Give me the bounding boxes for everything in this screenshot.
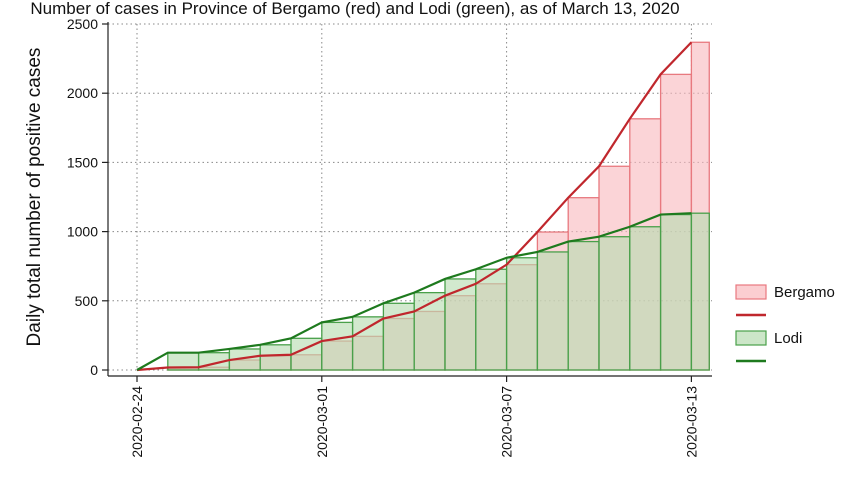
x-tick-label: 2020-03-01 bbox=[314, 386, 330, 458]
lodi-bar bbox=[690, 212, 710, 371]
lodi-line bbox=[136, 212, 692, 371]
x-tick-label: 2020-03-07 bbox=[499, 386, 515, 458]
chart-title: Number of cases in Province of Bergamo (… bbox=[30, 0, 679, 18]
x-tick-label: 2020-02-24 bbox=[129, 386, 145, 458]
x-tick-label: 2020-03-13 bbox=[683, 386, 699, 458]
legend-bergamo-bar-swatch bbox=[735, 284, 767, 300]
y-tick-label: 2000 bbox=[67, 85, 98, 101]
y-tick-label: 1000 bbox=[67, 224, 98, 240]
lodi-bar bbox=[629, 226, 662, 371]
lodi-bar bbox=[444, 278, 477, 371]
bergamo-line bbox=[136, 41, 693, 372]
y-tick-label: 500 bbox=[75, 293, 99, 309]
lodi-bar bbox=[536, 251, 569, 371]
y-tick-label: 1500 bbox=[67, 154, 98, 170]
lodi-bar bbox=[321, 321, 354, 371]
series-lines bbox=[136, 41, 693, 372]
lodi-bar bbox=[505, 257, 539, 371]
lodi-bar bbox=[413, 291, 446, 371]
legend-bergamo-label: Bergamo bbox=[774, 284, 835, 301]
lodi-bar bbox=[659, 213, 693, 371]
y-tick-label: 2500 bbox=[67, 16, 98, 32]
y-axis-label: Daily total number of positive cases bbox=[24, 48, 45, 347]
lodi-bar bbox=[259, 344, 292, 371]
lodi-bar bbox=[351, 316, 385, 371]
lodi-bars bbox=[167, 212, 710, 371]
legend: Bergamo Lodi bbox=[735, 284, 835, 363]
lodi-bar bbox=[475, 268, 508, 371]
lodi-bar bbox=[567, 240, 600, 371]
axes: 0 500 1000 1500 2000 2500 2020-02-24 2020-03-01… bbox=[67, 16, 712, 458]
y-tick-label: 0 bbox=[90, 362, 98, 378]
lodi-bar bbox=[598, 236, 631, 371]
legend-lodi-label: Lodi bbox=[774, 330, 802, 347]
legend-lodi-bar-swatch bbox=[735, 330, 767, 346]
